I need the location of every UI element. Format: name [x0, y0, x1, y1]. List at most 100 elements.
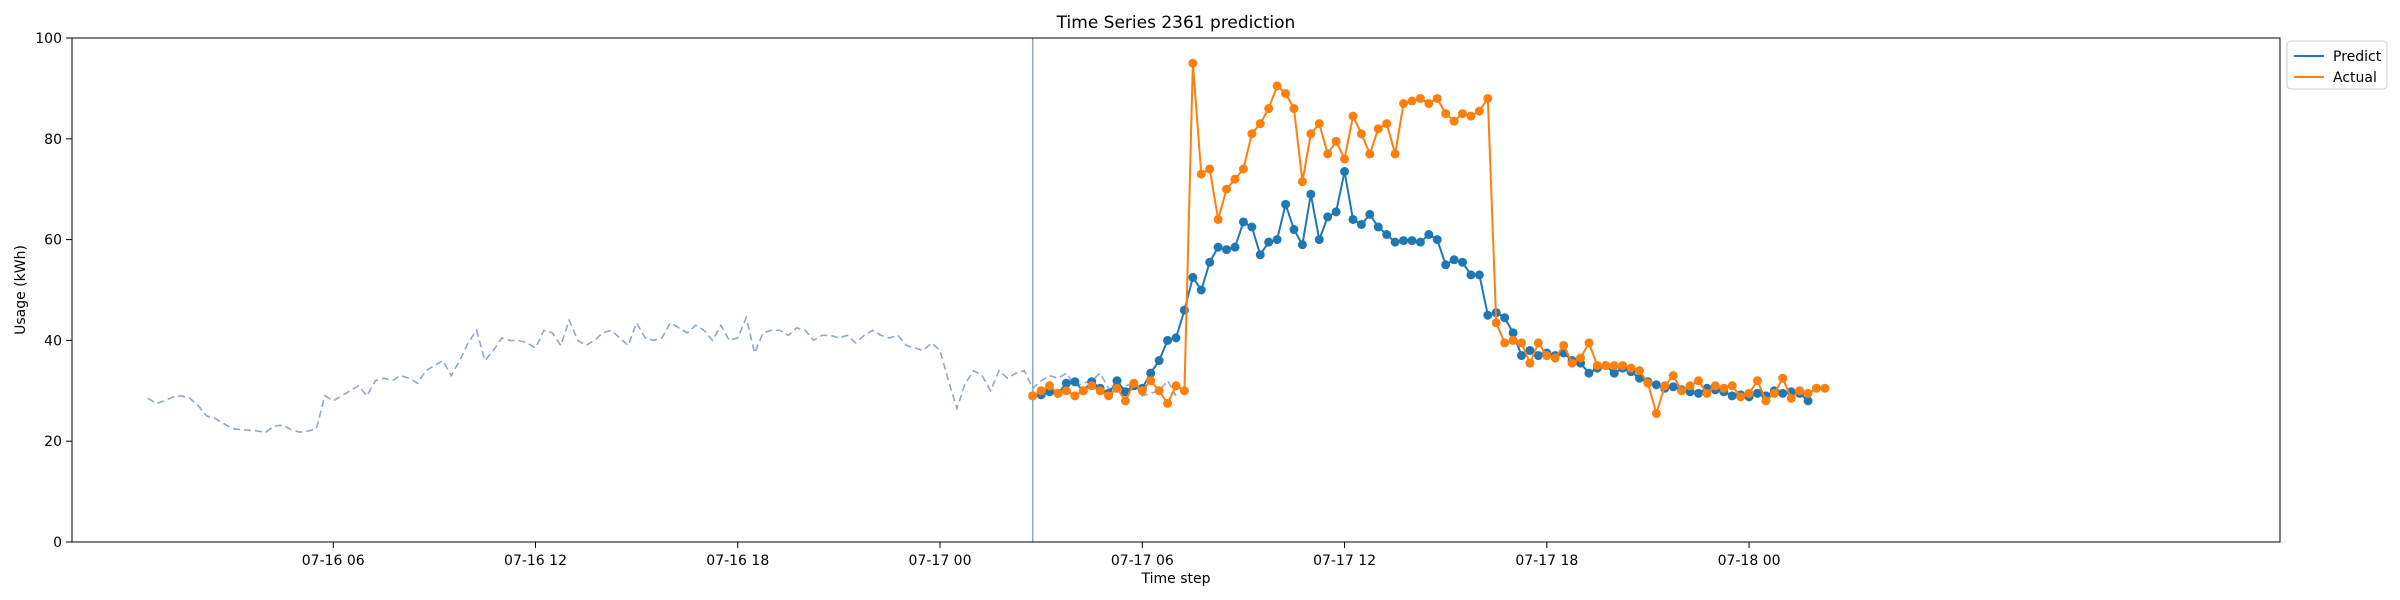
- data-point-actual: [1728, 381, 1737, 390]
- data-point-actual: [1281, 89, 1290, 98]
- data-point-actual: [1652, 409, 1661, 418]
- data-point-actual: [1559, 341, 1568, 350]
- data-point-actual: [1079, 386, 1088, 395]
- chart-title: Time Series 2361 prediction: [1056, 13, 1296, 33]
- data-point-predict: [1315, 235, 1324, 244]
- data-point-predict: [1424, 230, 1433, 239]
- data-point-actual: [1289, 104, 1298, 113]
- y-tick-label: 0: [53, 535, 62, 551]
- data-point-predict: [1466, 270, 1475, 279]
- data-point-actual: [1239, 165, 1248, 174]
- data-point-actual: [1382, 119, 1391, 128]
- data-point-predict: [1172, 333, 1181, 342]
- data-point-predict: [1399, 236, 1408, 245]
- y-tick-label: 100: [35, 31, 62, 47]
- data-point-predict: [1332, 207, 1341, 216]
- data-point-actual: [1273, 81, 1282, 90]
- data-point-actual: [1332, 137, 1341, 146]
- data-point-actual: [1172, 381, 1181, 390]
- data-point-predict: [1197, 286, 1206, 295]
- data-point-predict: [1584, 369, 1593, 378]
- data-point-predict: [1391, 238, 1400, 247]
- data-point-actual: [1778, 374, 1787, 383]
- data-point-actual: [1618, 361, 1627, 370]
- data-point-predict: [1163, 336, 1172, 345]
- data-point-predict: [1382, 230, 1391, 239]
- data-point-actual: [1374, 124, 1383, 133]
- data-point-predict: [1306, 190, 1315, 199]
- data-point-actual: [1054, 389, 1063, 398]
- data-point-predict: [1264, 238, 1273, 247]
- data-point-actual: [1601, 361, 1610, 370]
- data-point-actual: [1627, 364, 1636, 373]
- data-point-actual: [1357, 129, 1366, 138]
- data-point-actual: [1475, 107, 1484, 116]
- data-point-actual: [1264, 104, 1273, 113]
- data-point-actual: [1062, 386, 1071, 395]
- data-point-predict: [1416, 238, 1425, 247]
- data-point-actual: [1399, 99, 1408, 108]
- data-point-actual: [1163, 399, 1172, 408]
- data-point-predict: [1298, 240, 1307, 249]
- data-point-actual: [1391, 149, 1400, 158]
- data-point-actual: [1517, 338, 1526, 347]
- data-point-predict: [1188, 273, 1197, 282]
- data-point-actual: [1761, 396, 1770, 405]
- data-point-actual: [1787, 394, 1796, 403]
- data-point-actual: [1416, 94, 1425, 103]
- y-tick-label: 60: [44, 233, 62, 249]
- data-point-actual: [1719, 384, 1728, 393]
- data-point-actual: [1593, 361, 1602, 370]
- x-tick-label: 07-17 12: [1313, 553, 1376, 569]
- data-point-actual: [1315, 119, 1324, 128]
- data-point-actual: [1407, 97, 1416, 106]
- data-point-actual: [1677, 386, 1686, 395]
- data-point-actual: [1306, 129, 1315, 138]
- data-point-predict: [1778, 389, 1787, 398]
- data-point-actual: [1804, 389, 1813, 398]
- data-point-predict: [1289, 225, 1298, 234]
- y-tick-label: 20: [44, 434, 62, 450]
- y-tick-label: 80: [44, 132, 62, 148]
- data-point-actual: [1551, 354, 1560, 363]
- data-point-actual: [1180, 386, 1189, 395]
- data-point-actual: [1795, 386, 1804, 395]
- data-point-actual: [1584, 338, 1593, 347]
- data-point-predict: [1230, 243, 1239, 252]
- data-point-actual: [1424, 99, 1433, 108]
- data-point-actual: [1129, 379, 1138, 388]
- data-point-predict: [1214, 243, 1223, 252]
- x-tick-label: 07-16 18: [706, 553, 769, 569]
- data-point-predict: [1441, 260, 1450, 269]
- data-point-actual: [1702, 389, 1711, 398]
- data-point-actual: [1542, 351, 1551, 360]
- data-point-predict: [1458, 258, 1467, 267]
- data-point-predict: [1669, 382, 1678, 391]
- data-point-predict: [1340, 167, 1349, 176]
- data-point-actual: [1340, 154, 1349, 163]
- data-point-predict: [1728, 391, 1737, 400]
- data-point-actual: [1037, 386, 1046, 395]
- data-point-predict: [1433, 235, 1442, 244]
- data-point-actual: [1466, 112, 1475, 121]
- data-point-predict: [1155, 356, 1164, 365]
- data-point-actual: [1525, 359, 1534, 368]
- data-point-actual: [1146, 376, 1155, 385]
- data-point-actual: [1247, 129, 1256, 138]
- data-point-predict: [1357, 220, 1366, 229]
- data-point-actual: [1096, 386, 1105, 395]
- data-point-actual: [1711, 381, 1720, 390]
- data-point-actual: [1576, 354, 1585, 363]
- data-point-actual: [1500, 338, 1509, 347]
- data-point-predict: [1323, 212, 1332, 221]
- data-point-actual: [1812, 384, 1821, 393]
- data-point-actual: [1492, 318, 1501, 327]
- data-point-actual: [1256, 119, 1265, 128]
- legend: Predict Actual: [2287, 41, 2387, 89]
- data-point-predict: [1205, 258, 1214, 267]
- data-point-predict: [1239, 217, 1248, 226]
- data-point-actual: [1441, 109, 1450, 118]
- data-point-actual: [1222, 185, 1231, 194]
- x-axis-title: Time step: [1141, 571, 1211, 587]
